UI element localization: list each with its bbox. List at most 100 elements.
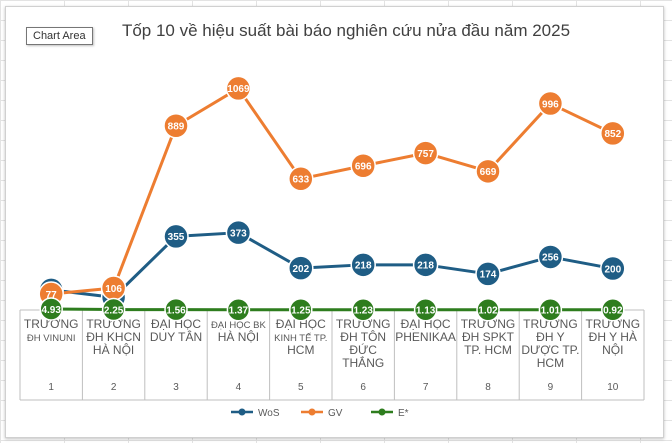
- category-label: ĐH TÔN: [340, 329, 386, 344]
- category-index-label: 5: [298, 382, 304, 393]
- data-label-gv: 77: [46, 290, 58, 301]
- category-label: HÀ NỘI: [218, 329, 259, 344]
- category-label: HCM: [537, 356, 564, 370]
- data-label-gv: 669: [480, 167, 497, 178]
- category-label: TRƯỜNG: [461, 316, 516, 331]
- data-label-e: 4.93: [41, 305, 61, 316]
- legend-label[interactable]: WoS: [258, 408, 280, 419]
- data-point-e[interactable]: [538, 298, 563, 322]
- data-label-gv: 996: [542, 99, 559, 110]
- chart-area[interactable]: Chart Area Tốp 10 về hiệu suất bài báo n…: [5, 6, 664, 438]
- data-point-e[interactable]: [476, 298, 500, 322]
- category-label: ĐẠI HỌC BK: [211, 320, 267, 331]
- category-index-label: 4: [236, 382, 242, 393]
- data-point-e[interactable]: [226, 297, 251, 322]
- series-line-wos[interactable]: [51, 231, 614, 299]
- data-point-gv[interactable]: [537, 90, 564, 117]
- data-point-e[interactable]: [601, 298, 625, 322]
- category-label: KINH TẾ TP.: [274, 333, 327, 344]
- data-label-e: 1.23: [353, 306, 373, 317]
- legend-label[interactable]: GV: [328, 408, 343, 419]
- category-label: ĐỨC: [349, 342, 377, 357]
- category-label: NỘI: [602, 342, 623, 357]
- category-label: ĐẠI HỌC: [151, 317, 201, 331]
- data-label-gv: 1069: [227, 84, 250, 95]
- data-point-wos[interactable]: [537, 244, 564, 270]
- data-label-e: 0.92: [603, 306, 623, 317]
- data-label-e: 1.56: [166, 305, 186, 316]
- category-label: TRƯỜNG: [586, 316, 641, 331]
- data-point-gv[interactable]: [412, 140, 439, 166]
- data-label-gv: 889: [168, 122, 185, 133]
- category-label: ĐH VINUNI: [27, 333, 76, 344]
- legend-marker[interactable]: [238, 408, 246, 416]
- data-label-e: 1.13: [416, 306, 436, 317]
- data-point-wos[interactable]: [350, 252, 376, 278]
- category-label: ĐH Y: [536, 330, 564, 344]
- chart-title[interactable]: Tốp 10 về hiệu suất bài báo nghiên cứu n…: [121, 21, 571, 40]
- data-point-gv[interactable]: [163, 112, 189, 139]
- data-point-gv[interactable]: [350, 152, 376, 179]
- data-label-e: 1.01: [541, 306, 561, 317]
- data-label-wos: 256: [542, 253, 559, 264]
- data-label-e: 1.02: [478, 306, 498, 317]
- data-point-wos[interactable]: [600, 255, 626, 282]
- data-label-wos: 373: [230, 228, 247, 239]
- data-label-wos: 355: [168, 232, 185, 243]
- data-point-wos[interactable]: [412, 252, 439, 278]
- category-index-label: 7: [423, 382, 429, 393]
- data-label-wos: 218: [417, 261, 434, 272]
- category-index-label: 6: [360, 382, 366, 393]
- data-point-gv[interactable]: [225, 75, 252, 102]
- data-point-e[interactable]: [413, 298, 438, 322]
- category-label: TRƯỜNG: [86, 316, 141, 331]
- category-index-label: 10: [607, 382, 619, 393]
- category-label: HÀ NỘI: [93, 342, 134, 357]
- chart-area-tooltip: Chart Area: [26, 27, 93, 45]
- data-point-e[interactable]: [351, 297, 375, 322]
- series-line-gv[interactable]: [51, 86, 614, 296]
- category-label: HCM: [287, 343, 314, 357]
- category-label: DƯỢC TP.: [521, 343, 579, 357]
- data-point-wos[interactable]: [225, 219, 252, 246]
- data-point-wos[interactable]: [163, 223, 189, 250]
- data-point-e[interactable]: [39, 297, 63, 321]
- category-index-label: 8: [485, 382, 491, 393]
- category-label: TRƯỜNG: [523, 316, 578, 331]
- category-label: TRƯỜNG: [336, 316, 391, 331]
- category-label: DUY TÂN: [150, 329, 202, 344]
- data-label-gv: 852: [604, 129, 621, 140]
- data-point-e[interactable]: [289, 297, 313, 322]
- legend-marker[interactable]: [308, 408, 316, 416]
- data-point-gv[interactable]: [288, 166, 314, 192]
- category-index-label: 1: [48, 382, 54, 393]
- data-point-e[interactable]: [101, 297, 126, 322]
- legend-marker[interactable]: [378, 408, 386, 416]
- series-line-e[interactable]: [51, 307, 613, 312]
- data-point-wos[interactable]: [288, 255, 314, 281]
- data-label-gv: 106: [105, 284, 122, 295]
- data-point-wos[interactable]: [475, 261, 501, 287]
- data-point-gv[interactable]: [475, 158, 501, 185]
- data-label-gv: 757: [417, 149, 434, 160]
- category-index-label: 9: [548, 382, 554, 393]
- category-label: ĐẠI HỌC: [276, 317, 326, 331]
- category-label: ĐH KHCN: [86, 330, 141, 344]
- data-label-wos: 202: [292, 264, 309, 275]
- data-label-wos: 218: [355, 261, 372, 272]
- data-label-e: 1.37: [229, 306, 249, 317]
- category-label: ĐH SPKT: [462, 330, 515, 344]
- legend-label[interactable]: E*: [398, 408, 409, 419]
- category-label: THẮNG: [342, 355, 384, 370]
- data-point-gv[interactable]: [600, 120, 626, 147]
- data-label-e: 1.25: [291, 306, 311, 317]
- data-label-gv: 633: [292, 175, 309, 186]
- category-label: ĐH Y HÀ: [589, 329, 637, 344]
- data-label-gv: 696: [355, 162, 372, 173]
- category-label: ĐẠI HỌC: [401, 317, 451, 331]
- data-point-e[interactable]: [164, 297, 188, 322]
- data-label-e: 2.25: [104, 305, 124, 316]
- category-index-label: 3: [173, 382, 179, 393]
